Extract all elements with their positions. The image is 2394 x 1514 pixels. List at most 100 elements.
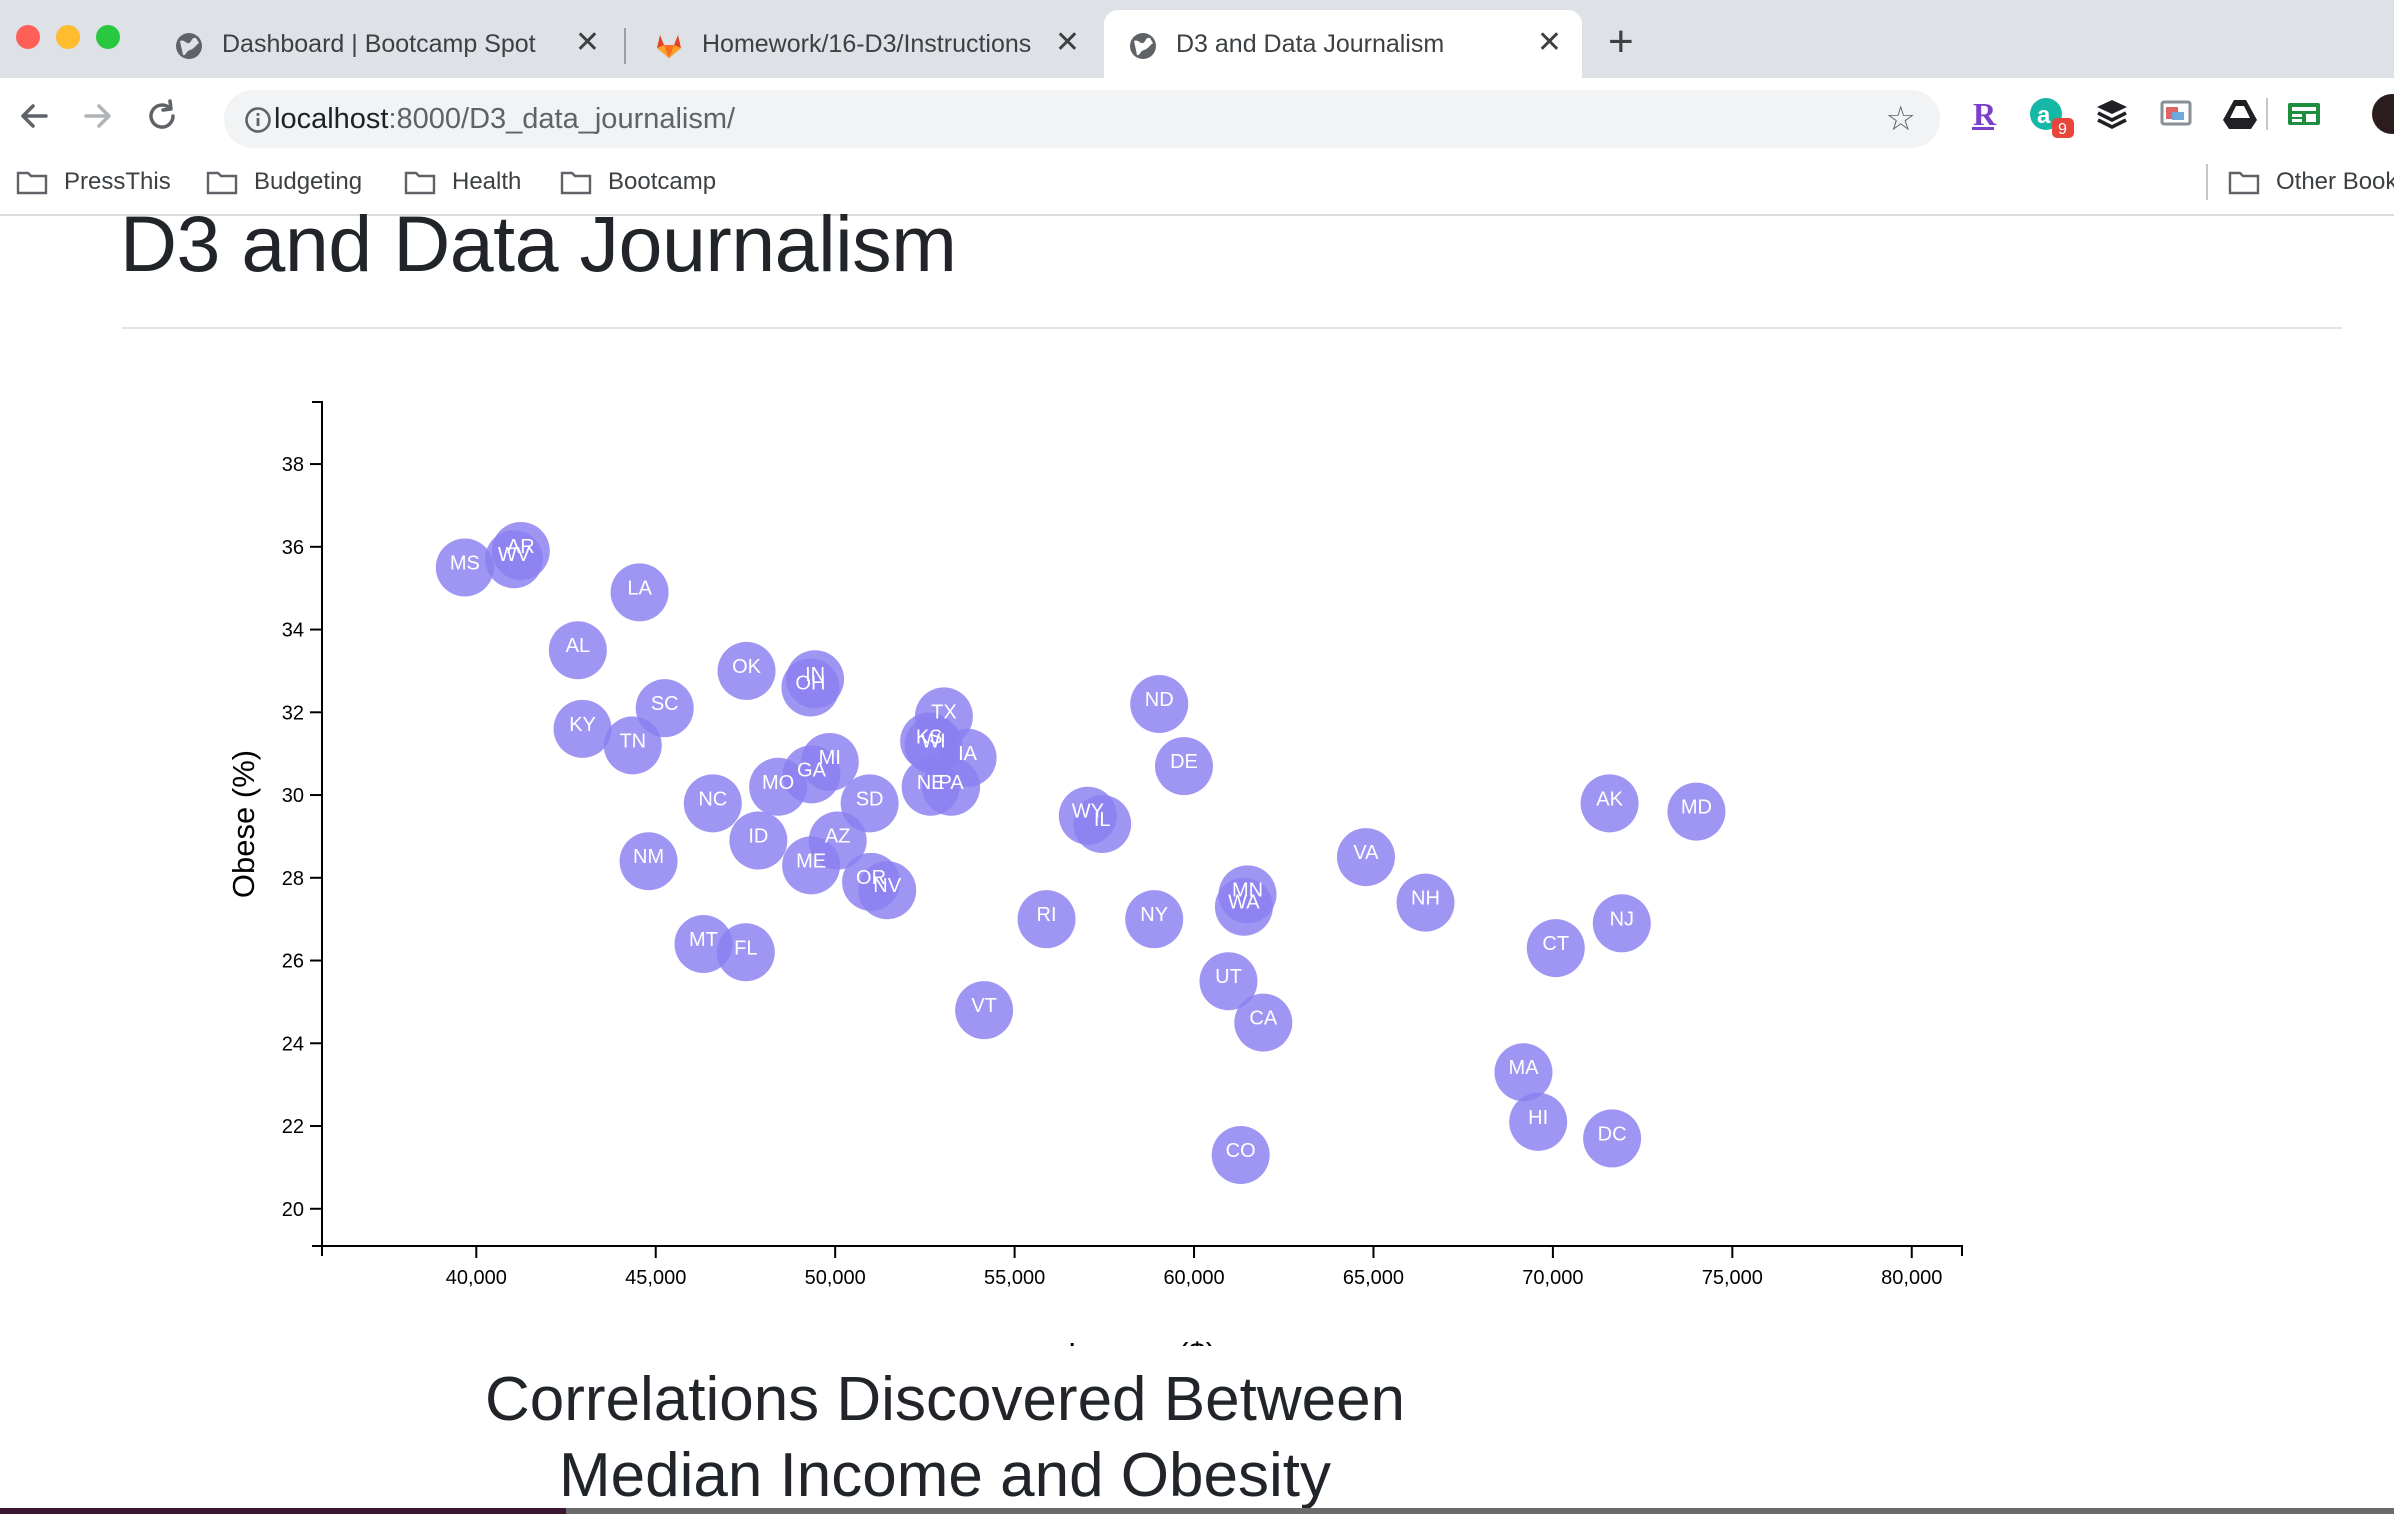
tab-close-button[interactable]: ✕ xyxy=(1536,26,1562,59)
cast-extension-icon[interactable] xyxy=(2158,96,2194,132)
state-bubble xyxy=(786,650,845,709)
layers-extension-icon[interactable] xyxy=(2094,96,2130,132)
x-tick-label: 75,000 xyxy=(1702,1267,1763,1289)
x-tick-label: 65,000 xyxy=(1343,1267,1404,1289)
state-bubble xyxy=(1154,737,1213,796)
state-label: NV xyxy=(873,875,901,897)
y-axis-label: Obese (%) xyxy=(226,750,261,898)
state-bubble xyxy=(1667,782,1726,841)
tab-title: Homework/16-D3/Instructions xyxy=(702,30,1032,58)
state-label: SD xyxy=(856,788,884,810)
url-text: localhost:8000/D3_data_journalism/ xyxy=(274,103,735,136)
state-label: MS xyxy=(450,552,480,574)
bookmark-label: Health xyxy=(452,168,522,195)
correlations-heading-line2: Median Income and Obesity xyxy=(559,1441,1331,1510)
tab-close-button[interactable]: ✕ xyxy=(574,26,600,59)
state-label: HI xyxy=(1528,1107,1548,1129)
new-tab-button[interactable]: + xyxy=(1608,17,1634,66)
state-label: SC xyxy=(651,693,679,715)
bookmark-budgeting[interactable]: Budgeting xyxy=(206,164,362,200)
y-axis: 20 22 24 26 28 30 32 34 36 38 xyxy=(282,401,323,1247)
y-tick-label: 30 xyxy=(282,785,304,807)
tab-dashboard[interactable]: Dashboard | Bootcamp Spot ✕ xyxy=(150,10,620,78)
tab-title: D3 and Data Journalism xyxy=(1176,30,1445,58)
y-tick-label: 34 xyxy=(282,620,304,642)
url-host: localhost xyxy=(274,103,389,135)
state-bubble xyxy=(716,923,775,982)
tab-separator xyxy=(624,28,626,64)
forward-arrow-icon[interactable] xyxy=(78,96,118,136)
grammarly-icon[interactable]: a 9 xyxy=(2028,96,2076,140)
state-label: AK xyxy=(1596,788,1623,810)
bookmark-star-icon[interactable]: ☆ xyxy=(1885,100,1916,138)
state-label: NE xyxy=(917,772,945,794)
y-axis-line xyxy=(312,401,323,1247)
correlations-heading-line1: Correlations Discovered Between xyxy=(484,1365,1406,1434)
state-label: OK xyxy=(732,656,762,678)
state-bubble xyxy=(553,699,612,758)
sheets-extension-icon[interactable] xyxy=(2286,96,2322,132)
y-tick-label: 22 xyxy=(282,1116,304,1138)
state-label: MI xyxy=(819,747,841,769)
state-bubble xyxy=(435,538,494,597)
state-label: IN xyxy=(805,664,825,686)
tab-homework[interactable]: Homework/16-D3/Instructions ✕ xyxy=(630,10,1100,78)
state-label: TX xyxy=(931,701,957,723)
y-tick-label: 20 xyxy=(282,1199,304,1221)
page-title: D3 and Data Journalism xyxy=(120,199,957,288)
back-arrow-icon[interactable] xyxy=(14,96,54,136)
extension-badge: 9 xyxy=(2058,121,2067,138)
bookmark-label: PressThis xyxy=(64,168,171,195)
tab-d3-journalism[interactable]: D3 and Data Journalism ✕ xyxy=(1104,10,1582,78)
tab-strip: Dashboard | Bootcamp Spot ✕ Homework/16-… xyxy=(0,0,2394,78)
state-bubble xyxy=(955,981,1014,1040)
state-bubble xyxy=(1073,795,1132,853)
tab-title: Dashboard | Bootcamp Spot xyxy=(222,30,536,58)
folder-icon xyxy=(16,171,48,195)
state-label: OR xyxy=(856,867,886,889)
state-bubble xyxy=(1509,1092,1568,1151)
minimize-window-button[interactable] xyxy=(56,25,80,49)
bookmark-bootcamp[interactable]: Bootcamp xyxy=(560,164,716,200)
avatar[interactable] xyxy=(2372,94,2394,134)
state-bubble xyxy=(683,774,742,833)
y-tick-label: 32 xyxy=(282,702,304,724)
correlations-heading: Correlations Discovered Between Median I… xyxy=(400,1362,1490,1514)
state-bubble xyxy=(1130,675,1189,734)
state-bubble xyxy=(858,861,917,920)
state-label: MN xyxy=(1232,879,1263,901)
state-label: KY xyxy=(569,714,596,736)
state-label: TN xyxy=(619,730,646,752)
address-bar[interactable]: localhost:8000/D3_data_journalism/ ☆ xyxy=(224,90,1940,148)
close-window-button[interactable] xyxy=(16,25,40,49)
state-bubble xyxy=(922,757,981,816)
folder-icon xyxy=(2228,171,2260,195)
page-bottom-strip xyxy=(0,1508,2394,1514)
reload-icon[interactable] xyxy=(142,96,182,136)
state-label: AR xyxy=(507,536,535,558)
state-bubble xyxy=(619,832,678,891)
state-bubble xyxy=(491,521,550,580)
state-label: MA xyxy=(1508,1057,1539,1079)
r-extension-icon[interactable]: R xyxy=(1966,96,2002,132)
zoom-window-button[interactable] xyxy=(96,25,120,49)
state-label: CA xyxy=(1249,1008,1277,1030)
tab-close-button[interactable]: ✕ xyxy=(1054,26,1080,59)
state-label: LA xyxy=(627,577,652,599)
folder-icon xyxy=(404,171,436,195)
bookmark-health[interactable]: Health xyxy=(404,164,521,200)
state-bubble xyxy=(1214,877,1273,936)
drive-icon[interactable] xyxy=(2222,96,2258,132)
bookmark-pressthis[interactable]: PressThis xyxy=(16,164,171,200)
info-icon[interactable] xyxy=(244,106,272,134)
bookmark-other[interactable]: Other Bookmarks xyxy=(2228,164,2394,200)
state-label: RI xyxy=(1037,904,1057,926)
state-label: WA xyxy=(1228,892,1260,914)
state-label: DE xyxy=(1170,751,1198,773)
state-bubble xyxy=(1583,1109,1642,1168)
state-label: PA xyxy=(938,772,964,794)
state-label: OH xyxy=(795,672,825,694)
state-label: DC xyxy=(1598,1123,1627,1145)
state-label: IA xyxy=(958,743,978,765)
svg-text:a: a xyxy=(2037,102,2051,129)
